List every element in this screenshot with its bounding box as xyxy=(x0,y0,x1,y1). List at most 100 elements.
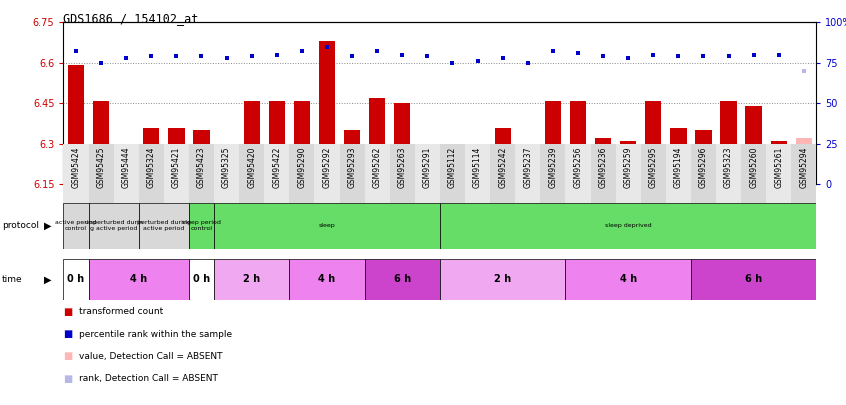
Text: GSM95423: GSM95423 xyxy=(197,147,206,188)
Text: GSM95263: GSM95263 xyxy=(398,147,407,188)
Bar xyxy=(315,144,339,202)
Text: GSM95290: GSM95290 xyxy=(298,147,306,188)
Text: ▶: ▶ xyxy=(44,221,52,231)
Bar xyxy=(616,144,640,202)
Text: perturbed during
active period: perturbed during active period xyxy=(137,220,191,231)
Bar xyxy=(771,141,787,184)
Text: GSM95236: GSM95236 xyxy=(599,147,607,188)
Bar xyxy=(294,100,310,184)
Text: GSM95262: GSM95262 xyxy=(373,147,382,188)
Bar xyxy=(691,144,716,202)
Bar xyxy=(365,259,440,300)
Text: GSM95294: GSM95294 xyxy=(799,147,808,188)
Bar xyxy=(519,165,536,184)
Text: GSM95256: GSM95256 xyxy=(574,147,582,188)
Text: GSM95295: GSM95295 xyxy=(649,147,657,188)
Bar xyxy=(570,100,586,184)
Text: GDS1686 / 154102_at: GDS1686 / 154102_at xyxy=(63,12,199,25)
Text: 6 h: 6 h xyxy=(745,275,762,284)
Text: 2 h: 2 h xyxy=(494,275,511,284)
Text: GSM95291: GSM95291 xyxy=(423,147,431,188)
Text: 4 h: 4 h xyxy=(318,275,336,284)
Bar xyxy=(565,144,591,202)
Text: GSM95420: GSM95420 xyxy=(247,147,256,188)
Bar xyxy=(645,100,662,184)
Bar xyxy=(344,130,360,184)
Text: GSM95237: GSM95237 xyxy=(524,147,532,188)
Bar xyxy=(194,130,210,184)
Bar xyxy=(269,100,285,184)
Text: ■: ■ xyxy=(63,374,73,384)
Bar xyxy=(591,144,616,202)
Text: GSM95261: GSM95261 xyxy=(774,147,783,188)
Text: ■: ■ xyxy=(63,329,73,339)
Text: ■: ■ xyxy=(63,307,73,317)
Text: GSM95323: GSM95323 xyxy=(724,147,733,188)
Bar xyxy=(440,259,565,300)
Bar xyxy=(791,144,816,202)
Bar xyxy=(289,144,315,202)
Bar xyxy=(620,141,636,184)
Text: ■: ■ xyxy=(63,352,73,361)
Bar xyxy=(89,259,189,300)
Bar xyxy=(244,100,260,184)
Bar xyxy=(545,100,561,184)
Bar xyxy=(666,144,691,202)
Bar xyxy=(118,144,135,184)
Text: value, Detection Call = ABSENT: value, Detection Call = ABSENT xyxy=(79,352,222,361)
Bar xyxy=(640,144,666,202)
Text: GSM95296: GSM95296 xyxy=(699,147,708,188)
Bar xyxy=(189,144,214,202)
Text: sleep deprived: sleep deprived xyxy=(605,223,651,228)
Bar xyxy=(796,139,812,184)
Bar xyxy=(420,147,436,184)
Text: 2 h: 2 h xyxy=(243,275,261,284)
Bar xyxy=(113,144,139,202)
Bar xyxy=(264,144,289,202)
Bar xyxy=(63,259,89,300)
Bar xyxy=(490,144,515,202)
Bar xyxy=(189,259,214,300)
Text: 0 h: 0 h xyxy=(193,275,210,284)
Text: sleep: sleep xyxy=(319,223,335,228)
Bar xyxy=(394,103,410,184)
Text: GSM95422: GSM95422 xyxy=(272,147,281,188)
Bar xyxy=(143,128,159,184)
Bar xyxy=(440,202,816,249)
Bar xyxy=(415,144,440,202)
Bar xyxy=(390,144,415,202)
Text: rank, Detection Call = ABSENT: rank, Detection Call = ABSENT xyxy=(79,374,217,383)
Bar xyxy=(541,144,565,202)
Text: GSM95425: GSM95425 xyxy=(96,147,106,188)
Bar xyxy=(369,98,385,184)
Text: GSM95324: GSM95324 xyxy=(147,147,156,188)
Bar xyxy=(63,202,89,249)
Bar xyxy=(716,144,741,202)
Text: sleep period
control: sleep period control xyxy=(182,220,221,231)
Bar xyxy=(515,144,541,202)
Bar xyxy=(139,144,164,202)
Bar xyxy=(339,144,365,202)
Text: 4 h: 4 h xyxy=(130,275,147,284)
Bar xyxy=(214,202,440,249)
Bar xyxy=(745,106,761,184)
Bar xyxy=(164,144,189,202)
Text: GSM95421: GSM95421 xyxy=(172,147,181,188)
Bar xyxy=(766,144,791,202)
Text: GSM95194: GSM95194 xyxy=(674,147,683,188)
Bar xyxy=(495,128,511,184)
Text: GSM95239: GSM95239 xyxy=(548,147,558,188)
Bar xyxy=(440,144,465,202)
Bar xyxy=(465,144,490,202)
Text: active period
control: active period control xyxy=(55,220,96,231)
Bar xyxy=(565,259,691,300)
Text: GSM95112: GSM95112 xyxy=(448,147,457,188)
Text: GSM95325: GSM95325 xyxy=(222,147,231,188)
Bar xyxy=(670,128,686,184)
Bar xyxy=(214,259,289,300)
Bar xyxy=(289,259,365,300)
Bar xyxy=(218,147,234,184)
Text: protocol: protocol xyxy=(2,221,39,230)
Text: GSM95260: GSM95260 xyxy=(750,147,758,188)
Bar xyxy=(89,202,139,249)
